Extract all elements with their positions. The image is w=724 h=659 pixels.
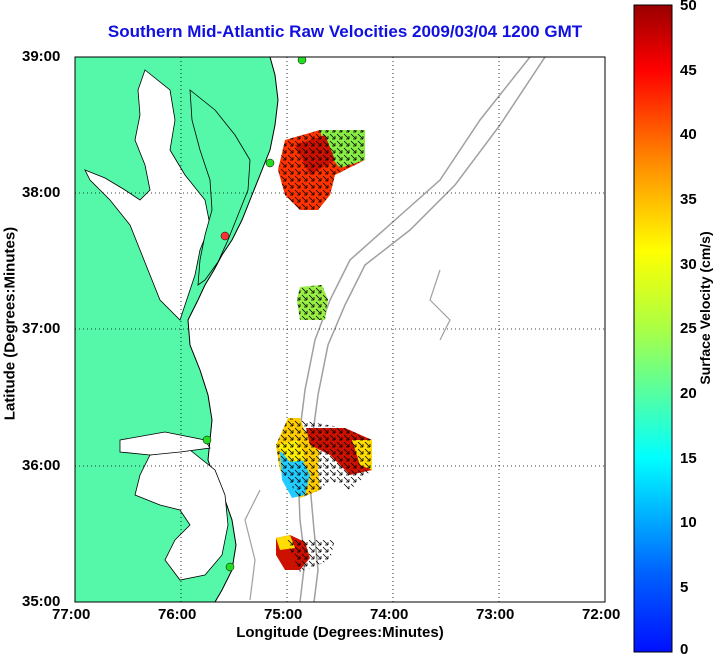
colorbar-tick: 0 — [680, 641, 689, 658]
y-tick: 35:00 — [22, 593, 61, 610]
albemarle-sound — [119, 431, 211, 456]
colorbar-tick: 15 — [680, 450, 697, 467]
velocity-patch-hatteras-north — [276, 418, 372, 498]
radar-station — [265, 158, 275, 168]
velocity-patch-delaware — [278, 130, 365, 210]
x-tick: 72:00 — [582, 606, 621, 623]
x-axis-label: Longitude (Degrees:Minutes) — [236, 624, 444, 641]
radar-station — [220, 231, 230, 241]
x-tick: 73:00 — [476, 606, 515, 623]
colorbar-tick: 5 — [680, 579, 689, 596]
chesapeake-bay — [84, 69, 211, 321]
colorbar-label: Surface Velocity (cm/s) — [697, 231, 713, 385]
colorbar-tick: 30 — [680, 256, 697, 273]
y-tick: 38:00 — [22, 184, 61, 201]
colorbar-tick: 35 — [680, 191, 697, 208]
colorbar-tick: 45 — [680, 62, 697, 79]
colorbar-tick: 25 — [680, 320, 697, 337]
bathymetry-contour — [244, 269, 451, 601]
x-tick: 74:00 — [370, 606, 409, 623]
radar-station — [202, 435, 212, 445]
radar-station — [225, 562, 235, 572]
x-tick: 77:00 — [52, 606, 91, 623]
map-title: Southern Mid-Atlantic Raw Velocities 200… — [107, 22, 583, 41]
bathymetry-contour — [309, 57, 546, 602]
plot-frame — [74, 56, 606, 603]
y-axis-label: Latitude (Degrees:Minutes) — [1, 226, 19, 421]
x-tick: 76:00 — [158, 606, 197, 623]
colorbar-tick: 20 — [680, 385, 697, 402]
y-tick: 37:00 — [22, 320, 61, 337]
x-tick: 75:00 — [264, 606, 303, 623]
pamlico-sound — [134, 449, 229, 581]
delmarva-peninsula — [189, 89, 251, 286]
y-tick: 39:00 — [22, 48, 61, 65]
velocity-patch-hatteras-south — [276, 535, 335, 572]
radar-station — [297, 57, 307, 65]
colorbar-tick: 50 — [680, 0, 697, 14]
colorbar-tick: 10 — [680, 514, 697, 531]
colorbar — [633, 4, 673, 653]
y-tick: 36:00 — [22, 457, 61, 474]
colorbar-tick: 40 — [680, 126, 697, 143]
velocity-patch-virginia — [297, 285, 328, 320]
bathymetry-contour — [297, 57, 531, 602]
